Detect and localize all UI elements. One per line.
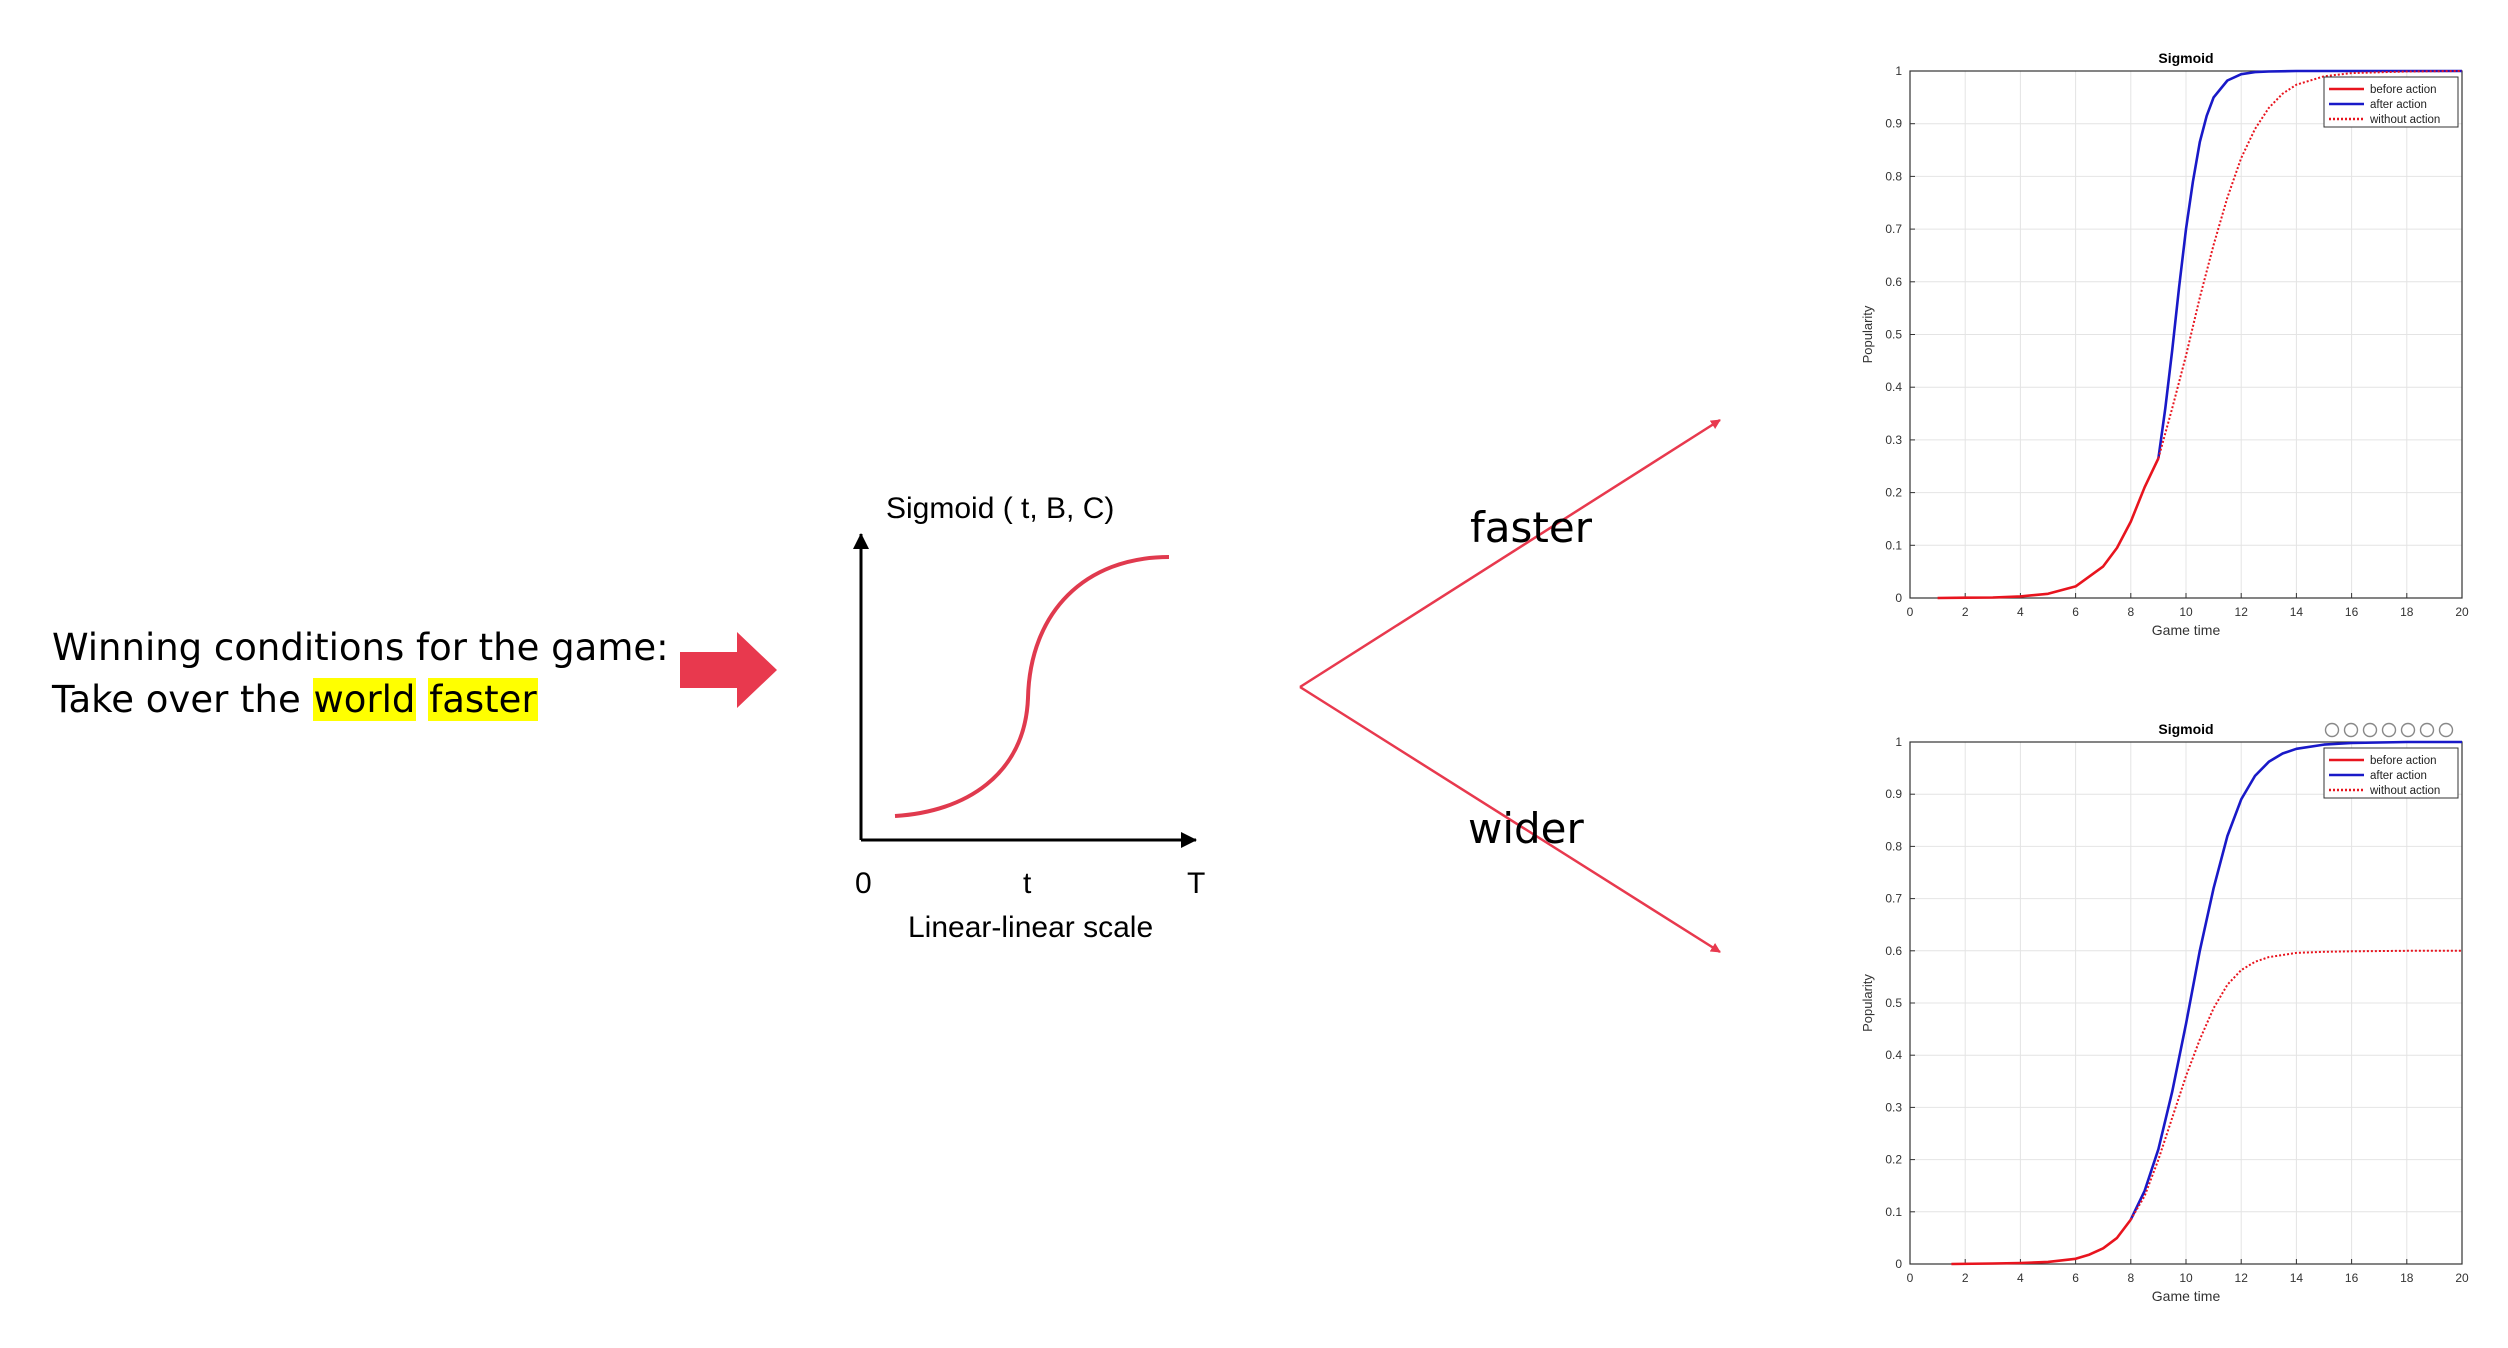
- home-icon[interactable]: [2438, 722, 2454, 738]
- zoom-out-icon[interactable]: [2419, 722, 2435, 738]
- winning-conditions-text: Winning conditions for the game: Take ov…: [52, 622, 669, 726]
- y-tick-label: 0: [1895, 1257, 1902, 1271]
- brush-icon[interactable]: [2324, 722, 2340, 738]
- y-tick-label: 0.9: [1885, 117, 1902, 131]
- branch-wider-line: [1299, 685, 1721, 954]
- x-tick-label: 2: [1962, 1271, 1969, 1285]
- sigmoid-chart-faster: 0 2 4 6 8 10 12 14 16 18 20 0 0.1 0.2 0.3 0.4 0.5 0.6 0.7 0…: [1860, 50, 2469, 638]
- series-line-before-action: [1937, 457, 2160, 600]
- plot-toolbar: [2324, 722, 2454, 738]
- plot-frame: [1909, 70, 2463, 599]
- x-tick-label: 0: [1907, 1271, 1914, 1285]
- y-tick-label: 0: [1895, 591, 1902, 605]
- winning-conditions-line2: Take over the world faster: [52, 674, 669, 726]
- series-line-after-action: [2157, 69, 2462, 459]
- schematic-s-curve: [894, 555, 1170, 818]
- winning-conditions-line1: Winning conditions for the game:: [52, 626, 669, 669]
- x-tick-label: 4: [2017, 605, 2024, 619]
- y-tick-label: 0.8: [1885, 169, 1902, 183]
- branch-wider-label: wider: [1468, 804, 1585, 853]
- y-tick-label: 0.2: [1885, 1153, 1902, 1167]
- x-tick-label: 10: [2179, 1271, 2193, 1285]
- chart-title: Sigmoid: [2158, 721, 2213, 737]
- series-line-without-action: [2157, 70, 2463, 459]
- sigmoid-chart-wider: 0 2 4 6 8 10 12 14 16 18 20 0 0.1 0.2 0.3 0.4 0.5 0.6 0.7 0…: [1860, 721, 2469, 1304]
- y-tick-label: 0.4: [1885, 380, 1902, 394]
- branch-faster-label: faster: [1470, 503, 1593, 552]
- x-tick-label: 0: [1907, 605, 1914, 619]
- y-tick-label: 0.3: [1885, 433, 1902, 447]
- schematic-tick-t: t: [1023, 867, 1032, 900]
- legend-label: before action: [2370, 755, 2437, 767]
- y-axis-label: Popularity: [1860, 974, 1875, 1032]
- y-tick-label: 1: [1895, 64, 1902, 78]
- line2-prefix: Take over the: [52, 678, 301, 721]
- y-tick-label: 0.9: [1885, 787, 1902, 801]
- y-tick-label: 0.2: [1885, 486, 1902, 500]
- series-line-before-action: [1951, 1218, 2132, 1266]
- plot-frame: [1909, 741, 2463, 1265]
- y-tick-label: 0.1: [1885, 538, 1902, 552]
- y-axis-label: Popularity: [1860, 305, 1875, 363]
- x-tick-label: 20: [2455, 1271, 2469, 1285]
- datatip-icon[interactable]: [2343, 722, 2359, 738]
- x-tick-label: 6: [2072, 1271, 2079, 1285]
- x-tick-label: 12: [2235, 1271, 2249, 1285]
- x-tick-label: 18: [2400, 1271, 2414, 1285]
- legend-label: before action: [2370, 84, 2437, 96]
- series-line-after-action: [2129, 740, 2462, 1221]
- x-axis-label: Game time: [2152, 1288, 2221, 1304]
- y-tick-label: 0.6: [1885, 944, 1902, 958]
- highlight-world: world: [312, 678, 417, 721]
- x-axis-label: Game time: [2152, 622, 2221, 638]
- y-tick-label: 0.5: [1885, 328, 1902, 342]
- y-tick-label: 0.4: [1885, 1048, 1902, 1062]
- chart-title: Sigmoid: [2158, 50, 2213, 66]
- x-tick-label: 14: [2290, 605, 2304, 619]
- legend-label: without action: [2369, 114, 2440, 126]
- x-tick-label: 16: [2345, 605, 2359, 619]
- legend-label: after action: [2370, 770, 2427, 782]
- zoom-in-icon[interactable]: [2400, 722, 2416, 738]
- legend-label: after action: [2370, 99, 2427, 111]
- right-arrow-icon: [680, 632, 777, 708]
- y-tick-label: 0.5: [1885, 996, 1902, 1010]
- y-tick-label: 0.7: [1885, 892, 1902, 906]
- legend-label: without action: [2369, 785, 2440, 797]
- y-tick-label: 0.8: [1885, 839, 1902, 853]
- y-tick-label: 0.6: [1885, 275, 1902, 289]
- x-tick-label: 18: [2400, 605, 2414, 619]
- x-tick-label: 8: [2127, 605, 2134, 619]
- schematic-tick-T: T: [1187, 867, 1205, 900]
- schematic-scale-label: Linear-linear scale: [908, 911, 1153, 944]
- x-tick-label: 6: [2072, 605, 2079, 619]
- highlight-faster: faster: [428, 678, 538, 721]
- y-tick-label: 1: [1895, 735, 1902, 749]
- x-tick-label: 20: [2455, 605, 2469, 619]
- x-tick-label: 4: [2017, 1271, 2024, 1285]
- y-tick-label: 0.7: [1885, 222, 1902, 236]
- x-tick-label: 16: [2345, 1271, 2359, 1285]
- schematic-tick-0: 0: [855, 867, 872, 900]
- legend-icon[interactable]: [2362, 722, 2378, 738]
- series-line-without-action: [2129, 949, 2462, 1221]
- x-tick-label: 2: [1962, 605, 1969, 619]
- branch-faster-line: [1299, 418, 1721, 689]
- y-tick-label: 0.3: [1885, 1100, 1902, 1114]
- x-tick-label: 8: [2127, 1271, 2134, 1285]
- schematic-title: Sigmoid ( t, B, C): [886, 492, 1114, 525]
- x-tick-label: 10: [2179, 605, 2193, 619]
- x-tick-label: 12: [2235, 605, 2249, 619]
- y-tick-label: 0.1: [1885, 1205, 1902, 1219]
- x-tick-label: 14: [2290, 1271, 2304, 1285]
- pan-icon[interactable]: [2381, 722, 2397, 738]
- schematic-sigmoid: Sigmoid ( t, B, C) 0 t T Linear-linear s…: [853, 492, 1205, 944]
